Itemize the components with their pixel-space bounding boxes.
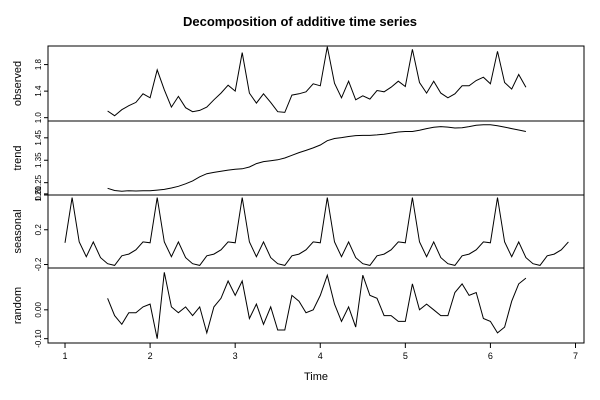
series-line-trend <box>107 124 527 192</box>
y-tick-label: 1.20 <box>34 186 43 202</box>
y-tick-label: 1.25 <box>34 174 43 190</box>
panel-label-random: random <box>12 287 24 324</box>
panel-observed: 1.0 1.4 1.8 observed <box>12 45 585 124</box>
x-tick-label: 2 <box>148 351 153 361</box>
y-tick-label: -0.2 <box>34 257 43 271</box>
panel-frame <box>47 45 585 122</box>
x-axis: 1 2 3 4 5 6 7 <box>63 343 578 361</box>
x-tick-label: 7 <box>573 351 578 361</box>
panel-random: -0.10 0.00 random <box>12 267 585 348</box>
y-tick-label: 1.8 <box>34 58 43 70</box>
y-tick-label: 0.2 <box>34 224 43 236</box>
x-tick-label: 5 <box>403 351 408 361</box>
y-tick-label: 1.4 <box>34 85 43 97</box>
chart-title: Decomposition of additive time series <box>183 14 417 29</box>
panel-frame <box>47 194 585 269</box>
y-tick-label: 1.0 <box>34 112 43 124</box>
y-tick-label: 1.35 <box>34 152 43 168</box>
panel-label-seasonal: seasonal <box>12 209 24 253</box>
x-tick-label: 1 <box>63 351 68 361</box>
x-tick-label: 4 <box>318 351 323 361</box>
panel-trend: 1.201.25 1.35 1.45 trend <box>12 120 585 202</box>
panel-frame <box>47 267 585 344</box>
panel-seasonal: -0.2 0.2 0.6 seasonal <box>12 189 585 271</box>
y-tick-label: 0.6 <box>34 189 43 201</box>
y-tick-label: -0.10 <box>34 329 43 348</box>
panels: 1.0 1.4 1.8 observed 1.201.25 1.35 1.45 trend -0… <box>12 45 585 348</box>
y-tick-label: 0.00 <box>34 301 43 317</box>
panel-frame <box>47 120 585 196</box>
x-tick-label: 6 <box>488 351 493 361</box>
series-line-observed <box>107 46 527 117</box>
x-axis-label: Time <box>304 371 328 383</box>
y-tick-label: 1.45 <box>34 129 43 145</box>
x-tick-label: 3 <box>233 351 238 361</box>
panel-label-trend: trend <box>12 145 24 170</box>
series-line-random <box>107 272 527 339</box>
panel-label-observed: observed <box>12 61 24 106</box>
series-line-seasonal <box>64 197 569 266</box>
